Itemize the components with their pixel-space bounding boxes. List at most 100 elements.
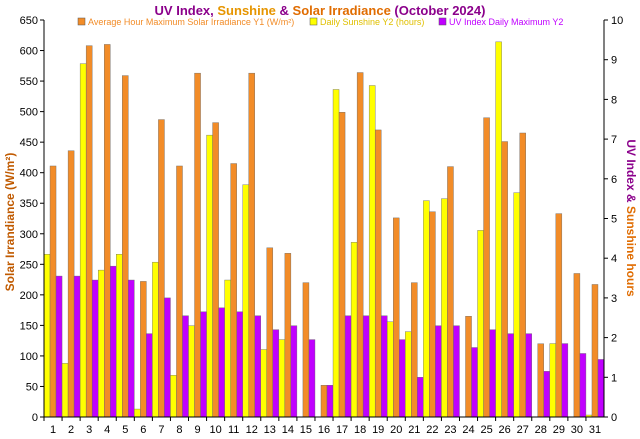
uv-bar: [73, 275, 81, 418]
x-tick-label: 30: [571, 424, 583, 436]
irradiance-bar: [194, 72, 201, 418]
sunshine-bar: [61, 363, 69, 418]
legend-swatch-sunshine: [309, 17, 318, 26]
uv-bar: [344, 315, 352, 418]
x-tick-label: 22: [426, 424, 438, 436]
uv-bar: [272, 329, 280, 418]
uv-bar: [91, 279, 99, 418]
x-tick-label: 23: [444, 424, 456, 436]
sunshine-bar: [495, 41, 502, 418]
sunshine-bar: [477, 230, 484, 418]
uv-bar: [218, 307, 225, 418]
bars-group: [43, 41, 605, 418]
uv-bar: [236, 311, 243, 418]
sunshine-bar: [423, 200, 430, 418]
irradiance-bar: [447, 166, 454, 418]
left-tick-label: 600: [20, 46, 38, 58]
sunshine-bar: [368, 85, 376, 418]
uv-bar: [435, 325, 442, 418]
legend-swatch-irradiance: [77, 17, 86, 26]
left-tick-label: 550: [20, 76, 38, 88]
legend-label-uv: UV Index Daily Maximum Y2: [449, 17, 563, 27]
right-tick-label: 7: [611, 134, 617, 146]
irradiance-bar: [537, 343, 544, 418]
right-tick-label: 0: [611, 412, 617, 424]
right-tick-label: 9: [611, 55, 617, 67]
sunshine-bar: [43, 254, 51, 418]
left-tick-label: 450: [20, 137, 38, 149]
x-tick-label: 3: [86, 424, 92, 436]
irradiance-bar: [85, 45, 93, 418]
x-tick-label: 16: [318, 424, 330, 436]
sunshine-bar: [278, 339, 286, 418]
right-tick-label: 10: [611, 15, 623, 27]
irradiance-bar: [501, 141, 508, 418]
x-axis-ticks: 1 2 3 4 5 6 7 8 9 10 11 12 13 14 15 16 17 18 19 20 21 22 23 24 2…: [43, 417, 601, 436]
sunshine-bar: [350, 242, 358, 418]
x-tick-label: 26: [499, 424, 511, 436]
uv-bar: [399, 339, 406, 418]
irradiance-bar: [248, 72, 255, 418]
uv-bar: [326, 385, 334, 418]
left-tick-label: 200: [20, 290, 38, 302]
irradiance-bar: [338, 112, 346, 418]
uv-bar: [381, 315, 388, 418]
x-tick-label: 6: [140, 424, 146, 436]
uv-bar: [543, 371, 551, 418]
left-axis-title: Solar Irrandiance (W/m²): [3, 153, 17, 292]
sunshine-bar: [441, 198, 448, 418]
x-tick-label: 24: [462, 424, 474, 436]
left-axis-ticks: 0 50 100 150 200 250 300 350 400 450 500 550 600 650: [20, 15, 44, 424]
sunshine-bar: [513, 192, 520, 418]
x-tick-label: 29: [553, 424, 565, 436]
uv-bar: [561, 343, 569, 418]
legend: Average Hour Maximum Solar Irradiance Y1…: [77, 17, 563, 27]
right-axis-title-sunshine: Sunshine hours: [624, 206, 638, 297]
irradiance-bar: [176, 165, 183, 418]
sunshine-bar: [549, 343, 557, 418]
left-tick-label: 150: [20, 320, 38, 332]
irradiance-bar: [158, 119, 165, 418]
irradiance-bar: [591, 284, 599, 418]
x-tick-label: 5: [122, 424, 128, 436]
chart-title: UV Index, Sunshine & Solar Irradiance (O…: [155, 3, 486, 18]
irradiance-bar: [374, 129, 382, 418]
sunshine-bar: [387, 321, 394, 418]
right-tick-label: 8: [611, 94, 617, 106]
uv-bar: [164, 297, 171, 418]
x-tick-label: 25: [480, 424, 492, 436]
uv-bar: [597, 359, 605, 418]
sunshine-bar: [152, 261, 159, 418]
uv-bar: [254, 315, 261, 418]
uv-bar: [525, 333, 532, 418]
irradiance-bar: [212, 122, 219, 418]
legend-swatch-uv: [438, 17, 447, 26]
right-tick-label: 1: [611, 372, 617, 384]
irradiance-bar: [49, 165, 57, 418]
uv-bar: [110, 265, 117, 418]
x-tick-label: 2: [68, 424, 74, 436]
x-tick-label: 28: [535, 424, 547, 436]
left-tick-label: 350: [20, 198, 38, 210]
right-tick-label: 4: [611, 253, 617, 265]
sunshine-bar: [188, 325, 195, 418]
irradiance-bar: [555, 213, 563, 418]
sunshine-bar: [405, 331, 412, 418]
title-separator: &: [276, 3, 293, 18]
sunshine-bar: [116, 254, 123, 418]
uv-bar: [128, 279, 135, 418]
left-tick-label: 400: [20, 168, 38, 180]
right-tick-label: 2: [611, 333, 617, 345]
left-tick-label: 250: [20, 259, 38, 271]
sunshine-bar: [332, 89, 340, 418]
x-tick-label: 4: [104, 424, 110, 436]
x-tick-label: 27: [517, 424, 529, 436]
x-tick-label: 17: [336, 424, 348, 436]
title-uv-index: UV Index: [155, 3, 211, 18]
x-tick-label: 11: [228, 424, 239, 436]
left-tick-label: 650: [20, 15, 38, 27]
title-sunshine: Sunshine: [217, 3, 276, 18]
x-tick-label: 13: [264, 424, 276, 436]
uv-bar: [453, 325, 460, 418]
sunshine-bar: [97, 269, 105, 418]
